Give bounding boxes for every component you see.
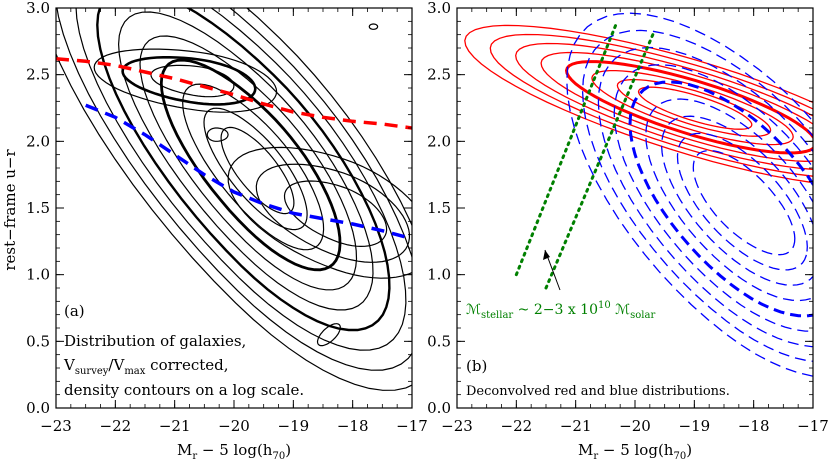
blue-contour	[660, 115, 813, 286]
panel-label-a: (a)	[64, 302, 85, 320]
red-contour	[464, 24, 813, 184]
y-tick-label: 3.0	[427, 0, 451, 17]
panel-a-fit-lines	[56, 56, 412, 241]
density-contour	[56, 8, 412, 391]
blue-contour	[645, 98, 813, 302]
y-tick-label: 2.5	[26, 66, 50, 84]
density-contour	[96, 8, 391, 332]
y-tick-label: 1.5	[427, 199, 451, 217]
x-tick-label: −20	[619, 417, 651, 435]
blue-contour	[566, 12, 813, 377]
y-tick-label: 3.0	[26, 0, 50, 17]
panel-b: −23 −22 −21 −20 −19 −18 −17 0.0 0.5 1.0 1.5 2.0 2.5 3…	[427, 0, 829, 462]
y-tick-label: 2.5	[427, 66, 451, 84]
y-tick-label: 2.0	[427, 132, 451, 150]
blue-peak-contour	[283, 180, 388, 248]
mass-arrow-head	[543, 250, 550, 260]
panel-b-mass-lines	[514, 19, 655, 290]
red-contour	[564, 60, 813, 155]
red-contour	[515, 42, 813, 170]
blue-contour	[581, 29, 813, 362]
y-tick-label: 0.5	[26, 332, 50, 350]
island-contour	[316, 323, 341, 347]
density-contour	[56, 8, 412, 371]
x-tick-label: −17	[797, 417, 829, 435]
density-contour	[75, 8, 407, 351]
x-axis-label-a: Mr − 5 log(h70)	[177, 441, 291, 462]
island-contour	[368, 23, 379, 30]
x-tick-label: −23	[40, 417, 72, 435]
y-axis-label: rest−frame u−r	[1, 149, 19, 271]
y-tick-label: 0.0	[26, 399, 50, 417]
blue-contour	[676, 132, 808, 271]
y-tick-label: 1.5	[26, 199, 50, 217]
blue-contour	[692, 149, 796, 256]
x-tick-label: −21	[159, 417, 191, 435]
island-contour	[206, 127, 229, 142]
density-contour	[139, 35, 358, 291]
x-tick-label: −17	[396, 417, 428, 435]
x-tick-label: −20	[218, 417, 250, 435]
red-peak-contour	[121, 56, 257, 106]
annotation-b: Deconvolved red and blue distributions.	[466, 384, 730, 399]
red-peak-contour	[93, 48, 278, 113]
x-tick-label: −19	[679, 417, 711, 435]
y-tick-label: 1.0	[427, 266, 451, 284]
y-tick-label: 0.0	[427, 399, 451, 417]
fit-line-blue	[85, 103, 412, 241]
annotation-line-1: Distribution of galaxies,	[64, 332, 246, 350]
red-contour	[489, 33, 813, 177]
blue-contour	[628, 80, 813, 318]
panel-a: −23 −22 −21 −20 −19 −18 −17 0.0 0.5 1.0 1.5 2.0 2.5 3…	[1, 0, 428, 462]
mass-line	[514, 19, 619, 277]
x-axis-label-b: Mr − 5 log(h70)	[578, 441, 692, 462]
red-contour	[637, 86, 753, 130]
fit-line-red	[56, 56, 412, 130]
x-tick-label: −22	[100, 417, 132, 435]
x-tick-label: −18	[738, 417, 770, 435]
red-contour	[616, 78, 772, 137]
x-tick-label: −18	[337, 417, 369, 435]
red-contour	[591, 69, 794, 146]
y-tick-label: 1.0	[26, 266, 50, 284]
blue-peak-contour	[255, 163, 410, 263]
density-contour	[182, 83, 325, 251]
red-contour	[540, 51, 813, 162]
x-tick-label: −19	[278, 417, 310, 435]
blue-contour	[597, 46, 813, 348]
mass-label: ℳstellar ~ 2−3 x 1010 ℳsolar	[466, 300, 655, 321]
x-tick-label: −22	[501, 417, 533, 435]
x-tick-label: −23	[441, 417, 473, 435]
y-tick-label: 2.0	[26, 132, 50, 150]
panel-label-b: (b)	[466, 357, 487, 375]
annotation-line-2: Vsurvey/Vmax corrected,	[63, 356, 229, 377]
x-tick-label: −21	[560, 417, 592, 435]
panel-a-axes: −23 −22 −21 −20 −19 −18 −17 0.0 0.5 1.0 1.5 2.0 2.5 3…	[26, 0, 428, 435]
annotation-line-3: density contours on a log scale.	[64, 381, 304, 399]
y-tick-label: 0.5	[427, 332, 451, 350]
blue-contour	[613, 64, 813, 332]
panel-b-axes: −23 −22 −21 −20 −19 −18 −17 0.0 0.5 1.0 1.5 2.0 2.5 3…	[427, 0, 829, 435]
panel-b-contours	[464, 12, 813, 377]
panel-b-frame	[456, 7, 814, 409]
density-contour	[220, 126, 295, 215]
blue-peak-contour	[227, 146, 412, 279]
